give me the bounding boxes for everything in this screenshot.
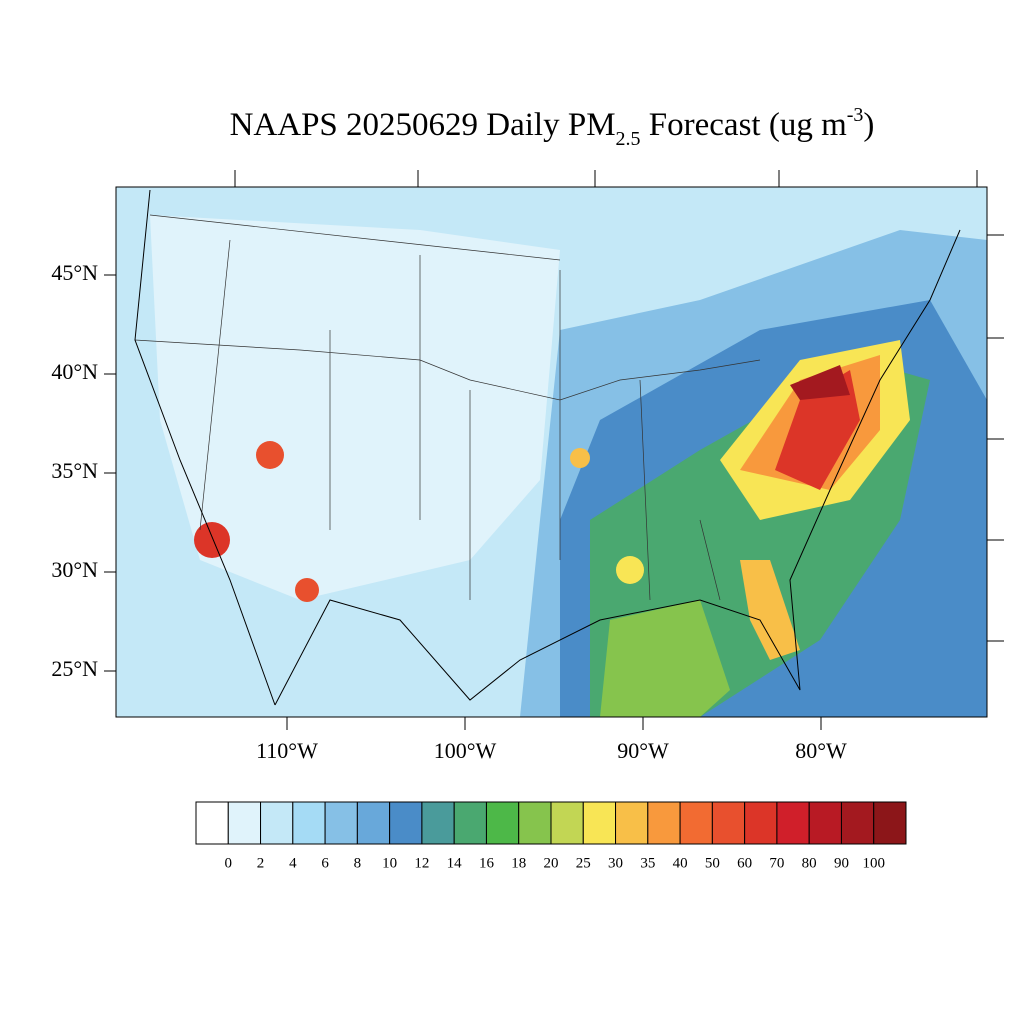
field-fl	[740, 560, 800, 660]
colorbar-label: 35	[640, 855, 655, 871]
lat-label: 30°N	[51, 557, 98, 582]
colorbar-label: 80	[802, 855, 817, 871]
colorbar-box	[647, 801, 681, 845]
lon-label: 90°W	[617, 738, 669, 763]
colorbar-box	[292, 801, 326, 845]
colorbar-box	[840, 801, 875, 845]
colorbar-box	[485, 801, 520, 845]
lon-label: 110°W	[256, 738, 318, 763]
colorbar-label: 2	[257, 855, 265, 871]
colorbar-box	[518, 801, 552, 845]
state-lines	[134, 214, 761, 601]
colorbar-label: 100	[862, 855, 885, 871]
lat-label: 45°N	[51, 260, 98, 285]
colorbar-label: 70	[769, 855, 784, 871]
colorbar-box	[873, 801, 907, 845]
coastline	[134, 189, 961, 706]
colorbar-box	[711, 801, 746, 845]
colorbar-label: 14	[447, 855, 463, 871]
title-subscript: 2.5	[616, 128, 641, 150]
colorbar-label: 8	[354, 855, 362, 871]
frame-ticks	[234, 170, 1004, 642]
hotspot	[194, 522, 230, 558]
title-close: )	[863, 107, 874, 143]
colorbar-box	[550, 801, 584, 845]
colorbar-label: 10	[382, 855, 397, 871]
hotspot	[616, 556, 644, 584]
hotspot	[570, 448, 590, 468]
field-dark	[790, 365, 850, 400]
colorbar-box	[195, 801, 229, 845]
lon-label: 80°W	[795, 738, 847, 763]
colorbar-box	[615, 801, 649, 845]
colorbar-label: 60	[737, 855, 752, 871]
colorbar-label: 40	[673, 855, 688, 871]
colorbar-box	[679, 801, 713, 845]
colorbar-box	[356, 801, 391, 845]
colorbar-label: 25	[576, 855, 591, 871]
colorbar-label: 12	[414, 855, 429, 871]
colorbar-box	[260, 801, 294, 845]
lat-label: 25°N	[51, 656, 98, 681]
colorbar-label: 0	[225, 855, 233, 871]
map-frame	[115, 186, 988, 718]
hotspot	[295, 578, 319, 602]
field-lgreen	[600, 600, 730, 717]
colorbar-label: 20	[544, 855, 559, 871]
colorbar-label: 50	[705, 855, 720, 871]
colorbar-box	[324, 801, 358, 845]
colorbar-box	[776, 801, 810, 845]
title-after: Forecast (ug m	[641, 107, 848, 143]
colorbar-box	[744, 801, 778, 845]
lat-label: 35°N	[51, 458, 98, 483]
colorbar-box	[808, 801, 842, 845]
colorbar-box	[389, 801, 423, 845]
colorbar-label: 90	[834, 855, 849, 871]
title: NAAPS 20250629 Daily PM2.5 Forecast (ug …	[230, 104, 875, 150]
title-main: NAAPS 20250629 Daily PM	[230, 107, 616, 143]
colorbar-label: 4	[289, 855, 297, 871]
colorbar-box	[582, 801, 617, 845]
colorbar-label: 6	[321, 855, 329, 871]
map-field	[116, 187, 987, 717]
hotspot	[256, 441, 284, 469]
colorbar-label: 30	[608, 855, 623, 871]
colorbar-label: 16	[479, 855, 495, 871]
colorbar-box	[421, 801, 455, 845]
lat-label: 40°N	[51, 359, 98, 384]
colorbar-box	[227, 801, 262, 845]
field-red	[775, 370, 860, 490]
title-superscript: -3	[847, 104, 864, 126]
colorbar-label: 18	[511, 855, 526, 871]
field-low	[150, 215, 560, 600]
lon-label: 100°W	[434, 738, 497, 763]
colorbar-box	[453, 801, 487, 845]
